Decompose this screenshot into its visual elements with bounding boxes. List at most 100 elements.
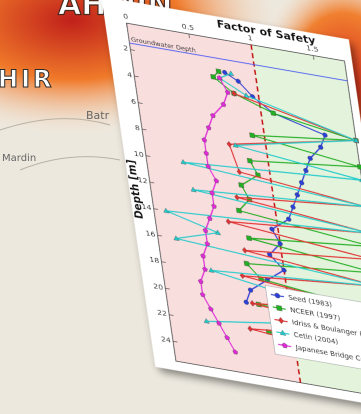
legend-marker (276, 304, 283, 312)
data-point (205, 125, 212, 131)
data-point (210, 112, 216, 119)
data-point (303, 168, 309, 174)
x-tick (188, 33, 190, 39)
groundwater-line (129, 42, 348, 82)
y-tick-label: 16 (145, 228, 156, 238)
data-point (197, 278, 204, 284)
x-tick-label: 0 (123, 12, 129, 22)
threshold-line (250, 44, 302, 383)
y-tick-label: 18 (149, 255, 160, 265)
data-point (201, 137, 207, 143)
y-tick (153, 208, 159, 210)
map-label: Mardin (2, 153, 36, 164)
data-point (205, 163, 211, 169)
data-point (247, 287, 254, 293)
data-point (235, 207, 242, 214)
y-tick (130, 49, 135, 51)
data-point (294, 192, 300, 198)
y-tick-label: 12 (137, 175, 148, 185)
x-tick-label: 1.5 (306, 43, 320, 54)
data-point (243, 92, 250, 99)
data-point (249, 300, 256, 307)
data-point (286, 216, 292, 222)
y-tick (138, 102, 143, 104)
y-tick (169, 314, 174, 316)
data-point (269, 226, 275, 232)
data-point (204, 241, 210, 247)
data-point (224, 335, 230, 341)
y-tick (149, 181, 155, 184)
data-point (215, 229, 222, 236)
data-point (236, 168, 242, 176)
data-point (353, 137, 360, 143)
data-point (232, 142, 239, 148)
data-point (180, 159, 187, 165)
data-point (211, 203, 217, 209)
data-point (246, 235, 252, 242)
data-point (203, 150, 209, 156)
data-point (203, 318, 210, 324)
data-point (209, 190, 215, 196)
data-point (224, 89, 231, 95)
data-point (210, 74, 217, 80)
y-tick-label: 20 (153, 281, 164, 291)
data-point (163, 207, 170, 214)
y-tick-label: 6 (130, 97, 136, 107)
y-tick (145, 155, 151, 157)
data-point (228, 70, 235, 77)
legend: Seed (1983)NCEER (1997)Idriss & Boulange… (264, 285, 361, 375)
data-point (249, 132, 256, 139)
series (197, 75, 238, 355)
legend-marker (278, 317, 284, 325)
legend-marker (274, 292, 281, 299)
x-tick (126, 23, 128, 28)
y-tick (161, 261, 166, 263)
y-tick-label: 14 (141, 202, 152, 212)
legend-marker (281, 342, 288, 349)
data-point (231, 90, 237, 97)
data-point (213, 178, 219, 184)
data-point (243, 260, 250, 267)
data-point (277, 241, 283, 247)
data-point (246, 157, 253, 164)
data-point (216, 320, 222, 326)
series-line (200, 77, 236, 353)
data-point (200, 253, 206, 259)
data-point (215, 68, 222, 75)
map-label: HIR (0, 65, 55, 93)
x-tick-label: 0.5 (181, 22, 195, 33)
y-tick-label: 10 (133, 149, 144, 159)
data-point (206, 215, 213, 221)
map-road (0, 118, 121, 171)
data-point (199, 292, 206, 298)
data-point (307, 155, 313, 161)
data-point (243, 299, 249, 305)
data-point (190, 186, 197, 193)
x-tick-label: 1 (247, 33, 253, 43)
y-tick-label: 22 (157, 308, 168, 318)
y-tick-label: 8 (134, 123, 140, 133)
data-point (270, 110, 277, 117)
y-tick (173, 340, 178, 343)
data-point (235, 78, 241, 84)
y-tick-label: 2 (123, 44, 129, 54)
data-point (207, 306, 214, 312)
data-point (173, 235, 180, 241)
data-point (318, 144, 324, 150)
x-tick (312, 55, 315, 60)
data-point (226, 141, 232, 148)
data-point (281, 267, 287, 273)
plot-frame (126, 22, 361, 400)
y-tick-label: 24 (160, 334, 171, 344)
data-point (222, 69, 228, 75)
data-point (232, 349, 238, 355)
y-tick-label: 4 (127, 70, 133, 80)
data-point (202, 266, 208, 272)
data-point (247, 325, 253, 333)
map-label: Batr (86, 109, 110, 122)
legend-marker (280, 329, 287, 336)
data-point (238, 182, 245, 189)
data-point (202, 227, 209, 234)
